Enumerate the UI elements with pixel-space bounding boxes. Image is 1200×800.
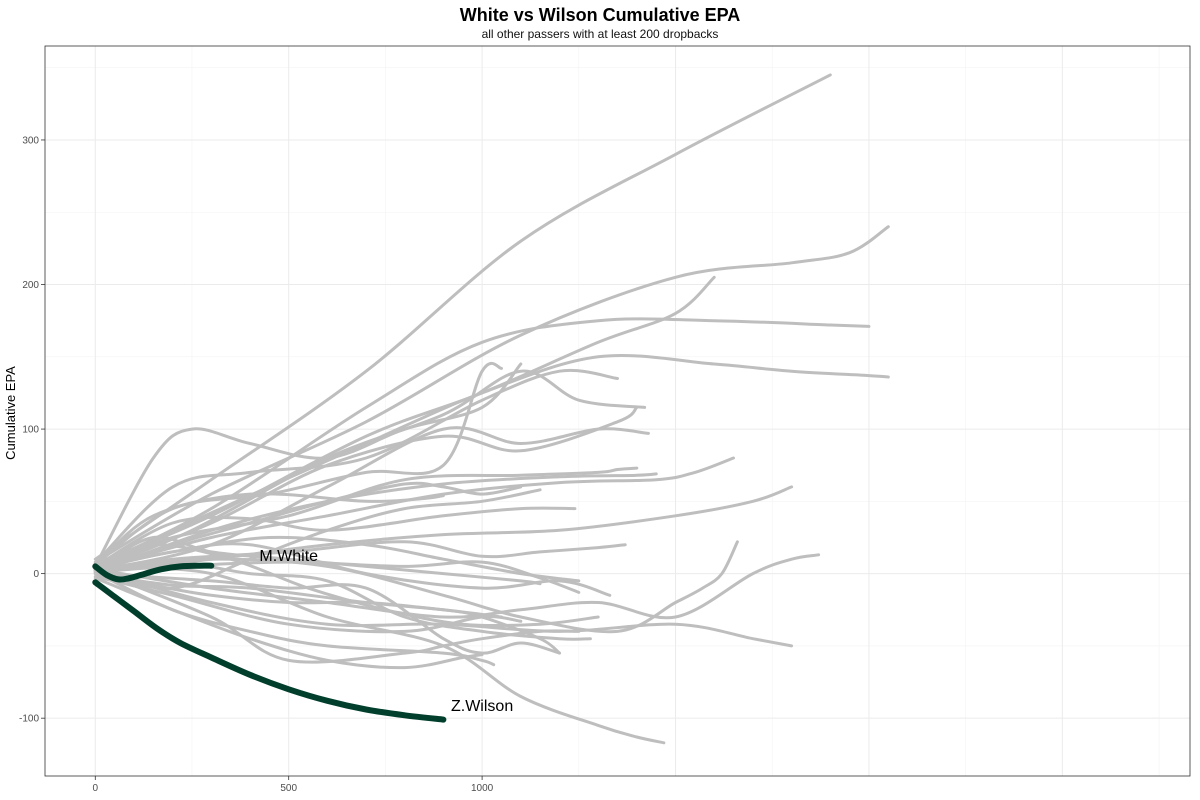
series-annotations: M.White Z.Wilson	[259, 548, 513, 715]
other-passer-line	[93, 553, 821, 620]
other-passer-line	[93, 275, 716, 567]
other-passer-line	[93, 472, 658, 574]
other-passer-line	[93, 575, 523, 634]
chart-title: White vs Wilson Cumulative EPA	[460, 5, 741, 25]
series-lines	[93, 73, 890, 745]
x-tick-label: 0	[93, 783, 99, 794]
y-tick-label: 100	[22, 425, 39, 436]
other-passer-line	[93, 540, 739, 634]
y-tick-label: 300	[22, 135, 39, 146]
other-passer-line	[93, 73, 832, 561]
other-passer-line	[93, 492, 445, 568]
highlighted-series-lines	[92, 562, 447, 723]
other-passer-line	[93, 566, 666, 745]
chart-subtitle: all other passers with at least 200 drop…	[482, 27, 719, 41]
other-passer-line	[93, 405, 639, 570]
x-tick-label: 1000	[471, 783, 494, 794]
y-axis-label: Cumulative EPA	[3, 366, 18, 460]
other-passer-line	[93, 572, 561, 655]
other-passer-line	[93, 560, 592, 641]
y-tick-label: 0	[33, 569, 39, 580]
other-passer-line	[93, 488, 542, 590]
other-passer-line	[93, 317, 871, 568]
y-tick-label: 200	[22, 280, 39, 291]
other-passer-line	[93, 466, 639, 571]
other-passer-line	[93, 540, 627, 573]
other-passer-line	[93, 570, 503, 619]
highlight-line-z-wilson	[92, 579, 447, 723]
grid-lines	[45, 46, 1190, 776]
other-passer-line	[93, 570, 496, 667]
other-passer-line	[93, 225, 890, 564]
other-passer-line	[93, 543, 600, 628]
other-passer-line	[93, 368, 619, 565]
x-tick-label: 500	[280, 783, 297, 794]
panel-border	[44, 45, 1191, 777]
y-tick-label: -100	[19, 714, 39, 725]
other-passer-line	[93, 535, 581, 583]
highlight-line-m-white	[92, 562, 215, 583]
other-passer-line	[93, 569, 581, 664]
series-annotation: M.White	[259, 548, 318, 565]
other-passer-line	[93, 353, 890, 570]
other-passer-line	[93, 535, 542, 586]
axes: 0 500 1000 -100 0 100 200 300	[19, 45, 1191, 794]
series-annotation: Z.Wilson	[451, 698, 513, 715]
